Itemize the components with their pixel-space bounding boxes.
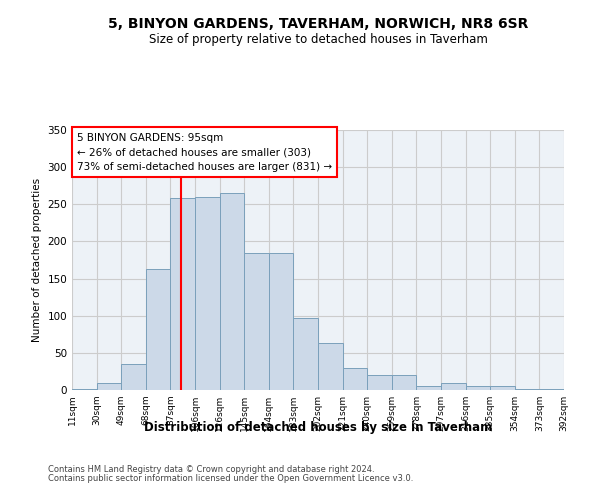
Text: Distribution of detached houses by size in Taverham: Distribution of detached houses by size …: [144, 421, 492, 434]
Bar: [220, 193, 244, 390]
Bar: [269, 252, 293, 390]
Y-axis label: Number of detached properties: Number of detached properties: [32, 178, 42, 342]
Text: Contains HM Land Registry data © Crown copyright and database right 2024.: Contains HM Land Registry data © Crown c…: [48, 466, 374, 474]
Text: 5 BINYON GARDENS: 95sqm
← 26% of detached houses are smaller (303)
73% of semi-d: 5 BINYON GARDENS: 95sqm ← 26% of detache…: [77, 132, 332, 172]
Bar: [97, 382, 121, 390]
Bar: [392, 375, 416, 390]
Bar: [318, 343, 343, 390]
Bar: [490, 386, 515, 390]
Bar: [416, 386, 441, 390]
Text: Contains public sector information licensed under the Open Government Licence v3: Contains public sector information licen…: [48, 474, 413, 483]
Text: Size of property relative to detached houses in Taverham: Size of property relative to detached ho…: [149, 32, 487, 46]
Bar: [466, 386, 490, 390]
Bar: [515, 388, 539, 390]
Bar: [170, 198, 195, 390]
Bar: [146, 269, 170, 390]
Text: 5, BINYON GARDENS, TAVERHAM, NORWICH, NR8 6SR: 5, BINYON GARDENS, TAVERHAM, NORWICH, NR…: [108, 18, 528, 32]
Bar: [293, 318, 318, 390]
Bar: [343, 368, 367, 390]
Bar: [244, 252, 269, 390]
Bar: [72, 388, 97, 390]
Bar: [441, 382, 466, 390]
Bar: [367, 375, 392, 390]
Bar: [121, 364, 146, 390]
Bar: [195, 197, 220, 390]
